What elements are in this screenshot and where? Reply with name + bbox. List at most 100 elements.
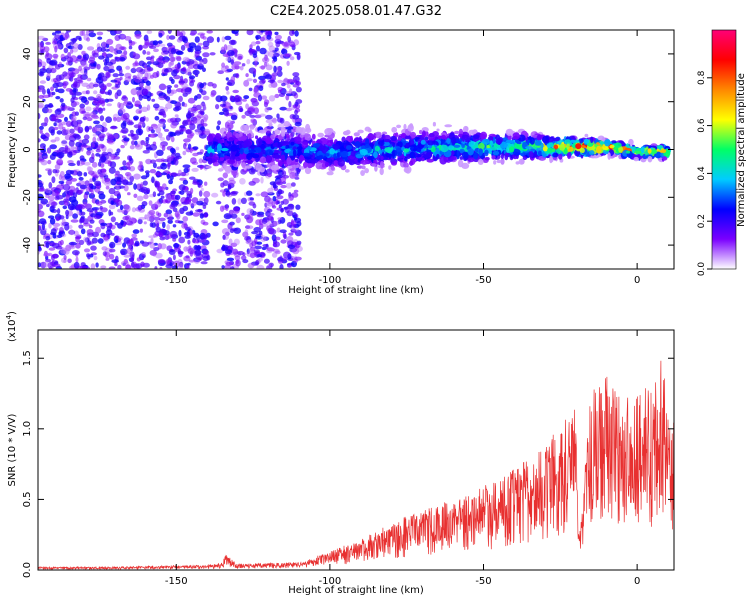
y-tick-label: 1.0: [22, 421, 33, 437]
heatmap-cell: [183, 167, 189, 174]
heatmap-cell: [100, 207, 108, 213]
heatmap-cell: [296, 81, 301, 86]
heatmap-cell: [409, 151, 416, 159]
heatmap-cell: [229, 95, 234, 102]
heatmap-cell: [255, 235, 263, 240]
heatmap-cell: [100, 174, 104, 180]
heatmap-cell: [388, 153, 392, 160]
heatmap-cell: [60, 221, 65, 227]
heatmap-cell: [85, 90, 90, 95]
heatmap-cell: [127, 192, 131, 196]
heatmap-cell: [274, 47, 279, 52]
heatmap-cell: [419, 129, 423, 135]
heatmap-cell: [266, 34, 272, 40]
chart-title: C2E4.2025.058.01.47.G32: [270, 4, 442, 19]
heatmap-cell: [197, 32, 206, 36]
heatmap-cell: [106, 132, 110, 137]
heatmap-cell: [176, 38, 183, 43]
heatmap-cell: [128, 45, 133, 50]
heatmap-cell: [513, 142, 518, 148]
heatmap-cell: [179, 207, 185, 214]
heatmap-cell: [70, 219, 79, 223]
heatmap-cell: [51, 91, 56, 96]
heatmap-cell: [153, 216, 160, 221]
heatmap-cell: [260, 191, 269, 198]
heatmap-cell: [251, 240, 257, 247]
heatmap-cell: [189, 147, 193, 154]
heatmap-cell: [51, 115, 59, 121]
heatmap-cell: [144, 66, 152, 73]
heatmap-cell: [222, 172, 228, 179]
heatmap-cell: [420, 139, 426, 145]
heatmap-cell: [379, 167, 384, 176]
spectrogram-x-label: Height of straight line (km): [288, 285, 424, 296]
snr-x-label: Height of straight line (km): [288, 585, 424, 596]
heatmap-cell: [128, 173, 132, 178]
heatmap-cell: [119, 166, 124, 171]
heatmap-cell: [88, 32, 97, 38]
colorbar-tick-label: 0.0: [697, 262, 707, 277]
heatmap-cell: [292, 149, 297, 157]
heatmap-cell: [45, 188, 51, 194]
colorbar-ticks: 0.00.20.40.60.8: [697, 70, 712, 276]
heatmap-cell: [40, 228, 47, 236]
heatmap-cell: [73, 120, 78, 126]
heatmap-cell: [367, 128, 372, 133]
heatmap-cell: [203, 197, 209, 204]
heatmap-cell: [152, 250, 157, 257]
heatmap-cell: [114, 133, 119, 140]
heatmap-cell: [391, 161, 397, 166]
heatmap-cell: [272, 142, 279, 148]
heatmap-cell: [278, 190, 285, 194]
heatmap-cell: [118, 73, 125, 77]
heatmap-cell: [294, 213, 299, 218]
heatmap-cell: [211, 144, 216, 150]
heatmap-cell: [146, 216, 151, 222]
heatmap-cell: [199, 58, 204, 63]
heatmap-cell: [55, 88, 59, 93]
heatmap-cell: [140, 261, 145, 268]
heatmap-cell: [158, 32, 163, 38]
heatmap-cell: [90, 185, 97, 190]
heatmap-cell: [135, 108, 143, 114]
heatmap-cell: [459, 156, 464, 161]
heatmap-cell: [174, 64, 181, 69]
heatmap-cell: [61, 129, 69, 136]
heatmap-cell: [87, 241, 95, 245]
heatmap-cell: [235, 217, 241, 224]
heatmap-cell: [267, 192, 275, 196]
colorbar-gradient: [711, 29, 737, 270]
heatmap-cell: [354, 141, 361, 149]
heatmap-cell: [67, 258, 72, 264]
heatmap-cell: [38, 209, 41, 213]
heatmap-cell: [492, 150, 500, 156]
heatmap-cell: [542, 135, 550, 144]
heatmap-cell: [212, 83, 217, 89]
heatmap-cell: [143, 194, 149, 200]
heatmap-cell: [134, 103, 140, 107]
heatmap-cell: [239, 178, 246, 185]
heatmap-cell: [167, 219, 173, 224]
heatmap-cell: [162, 221, 166, 229]
heatmap-cell: [318, 145, 326, 151]
heatmap-cell: [477, 158, 484, 165]
heatmap-cell: [62, 205, 68, 210]
heatmap-cell: [118, 108, 126, 114]
heatmap-cell: [68, 229, 76, 235]
heatmap-cell: [184, 197, 192, 203]
heatmap-cell: [281, 82, 286, 87]
heatmap-cell: [299, 154, 305, 162]
heatmap-cell: [225, 191, 231, 196]
heatmap-cell: [296, 146, 303, 151]
heatmap-cell: [430, 146, 436, 153]
heatmap-cell: [117, 185, 126, 189]
heatmap-cell: [202, 40, 210, 47]
heatmap-cell: [295, 140, 303, 144]
heatmap-cell: [311, 133, 316, 140]
heatmap-cell: [198, 61, 205, 66]
heatmap-cell: [253, 249, 260, 254]
heatmap-cell: [315, 161, 323, 170]
heatmap-cell: [409, 131, 417, 139]
heatmap-cell: [256, 254, 263, 258]
heatmap-cell: [584, 133, 589, 138]
